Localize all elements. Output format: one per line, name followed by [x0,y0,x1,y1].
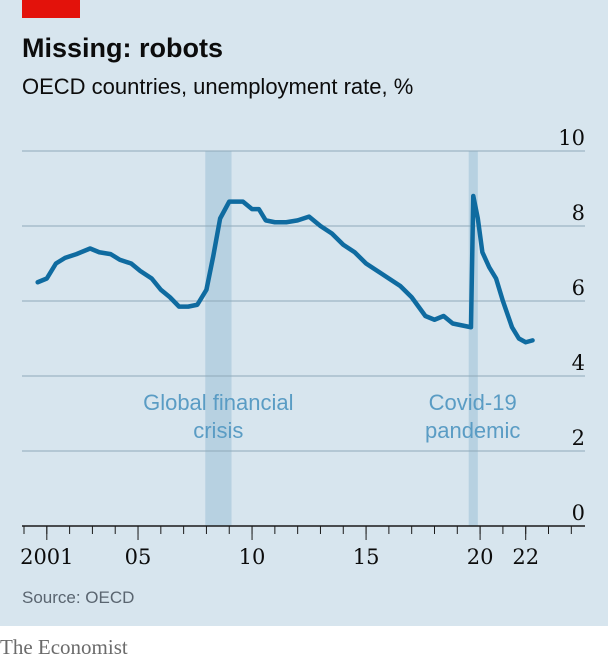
chart-title: Missing: robots [22,33,223,63]
y-tick-label: 8 [572,201,585,225]
red-tag [22,0,80,18]
annotation: Global financial [143,390,293,415]
y-tick-label: 6 [572,276,585,300]
x-tick-label: 2001 [20,545,73,569]
x-tick-label: 10 [239,545,266,569]
y-tick-label: 10 [558,126,585,150]
y-tick-label: 2 [572,426,585,450]
x-tick-label: 20 [467,545,494,569]
data-line [35,193,535,345]
annotation: Covid-19 [429,390,517,415]
annotation: crisis [193,418,243,443]
x-tick-label: 05 [125,545,152,569]
x-tick-label: 15 [353,545,380,569]
highlight-band [205,151,232,526]
plot: 0 2 4 6 8 10 Global financial crisis Covid-19 pan… [20,126,585,569]
chart-subtitle: OECD countries, unemployment rate, % [22,74,413,99]
highlight-band [468,151,478,526]
x-tick-label: 22 [512,545,539,569]
y-tick-label: 0 [572,501,585,525]
brand: The Economist [0,635,128,659]
source: Source: OECD [22,588,134,607]
annotation: pandemic [425,418,520,443]
y-tick-label: 4 [572,351,585,375]
